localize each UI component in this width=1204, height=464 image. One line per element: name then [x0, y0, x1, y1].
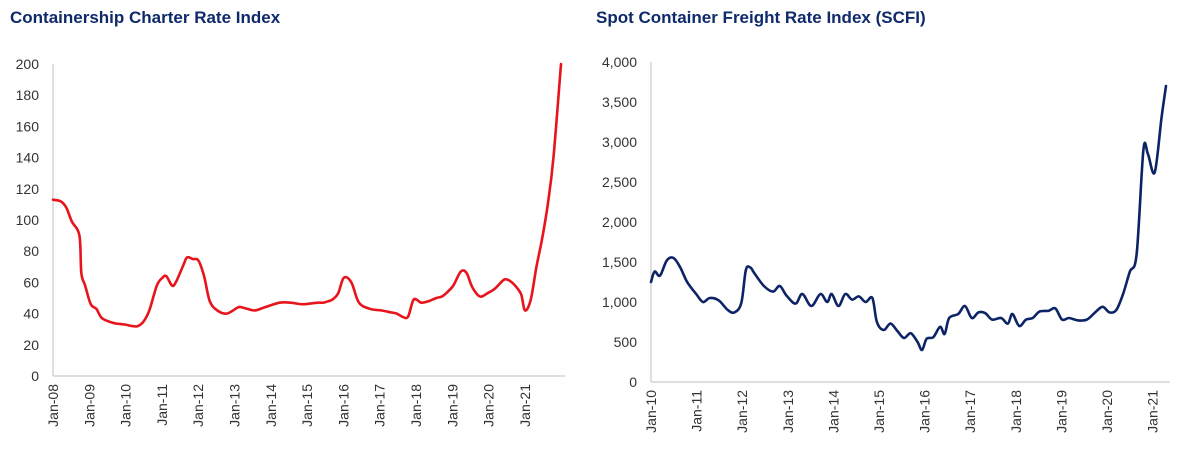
charter-x-tick-label: Jan-12 [190, 384, 206, 427]
scfi-y-tick-label: 1,000 [602, 294, 637, 310]
scfi-x-tick-label: Jan-19 [1053, 390, 1069, 433]
charter-rate-chart-title: Containership Charter Rate Index [10, 8, 281, 27]
scfi-chart-title: Spot Container Freight Rate Index (SCFI) [596, 8, 926, 27]
scfi-x-tick-label: Jan-13 [780, 390, 796, 433]
charter-x-tick-label: Jan-21 [517, 384, 533, 427]
charter-y-tick-label: 40 [23, 306, 39, 322]
scfi-x-tick-label: Jan-12 [734, 390, 750, 433]
scfi-x-tick-label: Jan-11 [689, 390, 705, 432]
charter-y-tick-label: 140 [16, 150, 40, 166]
scfi-y-tick-label: 3,000 [602, 134, 637, 150]
charter-x-tick-label: Jan-08 [45, 384, 61, 427]
charter-x-tick-label: Jan-11 [154, 384, 170, 426]
charter-x-tick-label: Jan-18 [408, 384, 424, 427]
charter-x-tick-label: Jan-20 [481, 384, 497, 427]
scfi-x-tick-label: Jan-10 [643, 390, 659, 433]
charter-y-tick-label: 180 [16, 87, 40, 103]
charter-y-tick-label: 160 [16, 118, 40, 134]
charter-x-tick-label: Jan-15 [299, 384, 315, 427]
charter-x-tick-label: Jan-13 [227, 384, 243, 427]
charter-chart: 0 20 40 60 80 100 120 140 160 180 200 Jan-08 Jan-09 J… [16, 56, 565, 427]
charter-y-tick-label: 80 [23, 243, 39, 259]
scfi-series-line [649, 84, 1168, 352]
scfi-y-tick-label: 4,000 [602, 54, 637, 70]
scfi-y-tick-label: 0 [629, 374, 637, 390]
charter-y-tick-label: 0 [31, 368, 39, 384]
scfi-x-tick-label: Jan-18 [1008, 390, 1024, 433]
scfi-y-tick-label: 500 [614, 334, 638, 350]
scfi-y-tick-label: 2,500 [602, 174, 637, 190]
scfi-y-tick-label: 3,500 [602, 94, 637, 110]
charter-x-tick-label: Jan-17 [372, 384, 388, 427]
charter-x-tick-label: Jan-19 [444, 384, 460, 427]
scfi-x-tick-label: Jan-21 [1145, 390, 1161, 433]
scfi-y-tick-label: 1,500 [602, 254, 637, 270]
charter-x-tick-label: Jan-10 [118, 384, 134, 427]
charter-y-tick-label: 100 [16, 212, 40, 228]
scfi-x-tick-label: Jan-17 [962, 390, 978, 433]
charter-x-tick-label: Jan-16 [335, 384, 351, 427]
charter-y-tick-label: 60 [23, 274, 39, 290]
charter-y-tick-label: 20 [23, 337, 39, 353]
charter-y-tick-label: 120 [16, 181, 40, 197]
scfi-x-tick-label: Jan-20 [1099, 390, 1115, 433]
charter-y-tick-label: 200 [16, 56, 40, 72]
charter-series-line [51, 62, 563, 328]
scfi-y-tick-label: 2,000 [602, 214, 637, 230]
charter-x-tick-label: Jan-09 [81, 384, 97, 427]
scfi-x-tick-label: Jan-15 [871, 390, 887, 433]
scfi-chart: 0 500 1,000 1,500 2,000 2,500 3,000 3,500 4,000 J… [602, 54, 1170, 433]
charter-x-tick-label: Jan-14 [263, 384, 279, 427]
scfi-x-tick-label: Jan-16 [917, 390, 933, 433]
scfi-x-tick-label: Jan-14 [825, 390, 841, 433]
